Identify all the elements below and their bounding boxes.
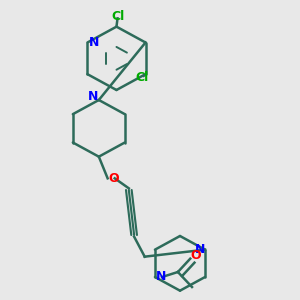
Text: N: N — [88, 90, 99, 103]
Text: Cl: Cl — [135, 71, 148, 84]
Text: Cl: Cl — [112, 10, 125, 23]
Text: O: O — [190, 249, 201, 262]
Text: N: N — [156, 271, 166, 284]
Text: N: N — [88, 36, 99, 49]
Text: O: O — [109, 172, 119, 185]
Text: N: N — [195, 243, 205, 256]
